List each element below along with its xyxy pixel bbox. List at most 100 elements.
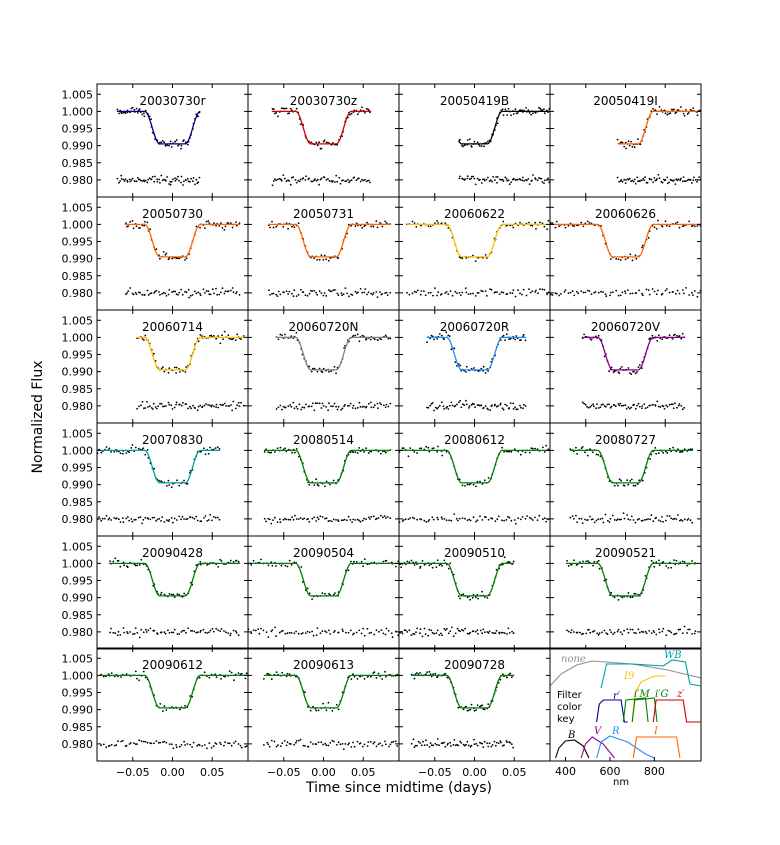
residual-point: [470, 175, 473, 178]
residual-point: [509, 402, 512, 404]
data-point: [299, 123, 302, 126]
residual-point: [575, 514, 577, 517]
data-point: [461, 484, 464, 487]
data-point: [595, 453, 598, 456]
data-point: [484, 254, 487, 256]
data-point: [462, 593, 465, 596]
residual-point: [401, 632, 404, 635]
residual-point: [477, 292, 480, 294]
data-point: [293, 226, 296, 229]
data-point: [566, 560, 568, 562]
residual-point: [466, 519, 469, 522]
residual-point: [581, 401, 584, 404]
data-point: [534, 221, 537, 224]
residual-point: [636, 404, 638, 407]
filter-key-frame: [549, 647, 702, 762]
residual-point: [98, 516, 100, 518]
residual-point: [194, 183, 196, 186]
data-point: [352, 673, 354, 676]
residual-point: [286, 741, 289, 744]
residual-point: [349, 402, 352, 405]
data-point: [184, 371, 187, 373]
data-point: [335, 372, 337, 375]
residual-point: [534, 178, 537, 181]
panel-title: 20050419B: [440, 94, 509, 108]
residual-point: [209, 513, 212, 516]
residual-point: [160, 174, 163, 177]
residual-point: [312, 634, 315, 637]
residual-point: [130, 179, 133, 181]
data-point: [653, 226, 656, 229]
data-point: [384, 670, 386, 673]
y-tick-label: 0.980: [62, 174, 94, 187]
residual-point: [232, 400, 235, 403]
data-point: [501, 673, 504, 676]
residual-point: [213, 405, 215, 408]
y-tick-label: 1.000: [62, 331, 94, 344]
data-point: [636, 483, 639, 485]
data-point: [437, 445, 439, 448]
residual-point: [531, 519, 534, 521]
data-point: [406, 560, 409, 563]
residual-point: [402, 519, 405, 521]
residual-point: [657, 519, 660, 522]
data-point: [162, 366, 164, 368]
residual-point: [486, 742, 488, 745]
residual-point: [328, 289, 330, 291]
data-point: [627, 483, 630, 486]
residual-point: [225, 405, 228, 407]
residual-point: [571, 515, 574, 517]
residual-point: [310, 290, 312, 292]
data-point: [125, 222, 127, 225]
residual-point: [297, 739, 300, 742]
data-point: [567, 565, 570, 567]
residual-point: [201, 405, 204, 408]
data-point: [504, 339, 506, 341]
residual-point: [199, 292, 201, 295]
residual-point: [415, 291, 418, 294]
residual-point: [353, 176, 356, 179]
data-point: [164, 144, 167, 147]
residual-point: [621, 633, 624, 636]
residual-point: [196, 409, 199, 412]
data-point: [536, 448, 539, 451]
data-point: [183, 139, 185, 142]
data-point: [139, 227, 141, 229]
data-point: [616, 138, 619, 141]
residual-point: [447, 632, 450, 635]
residual-point: [389, 517, 392, 520]
residual-point: [138, 739, 141, 742]
residual-point: [208, 631, 210, 634]
residual-point: [652, 403, 654, 406]
data-point: [650, 453, 653, 456]
residual-point: [270, 739, 273, 742]
data-point: [677, 109, 680, 111]
data-point: [630, 478, 633, 481]
data-point: [325, 258, 328, 261]
residual-point: [593, 291, 596, 294]
data-point: [666, 452, 669, 454]
residual-point: [352, 741, 354, 744]
data-point: [465, 365, 468, 368]
residual-point: [361, 291, 364, 294]
residual-point: [621, 180, 624, 183]
data-point: [524, 339, 527, 342]
residual-point: [500, 291, 503, 294]
residual-point: [507, 515, 509, 518]
residual-point: [167, 293, 170, 296]
residual-point: [580, 290, 583, 292]
model-curve: [271, 110, 372, 145]
residual-point: [644, 407, 647, 410]
model-curve: [116, 110, 201, 145]
data-point: [458, 363, 460, 365]
data-point: [587, 560, 589, 562]
data-point: [280, 107, 283, 110]
residual-point: [517, 517, 520, 520]
residual-point: [199, 404, 202, 407]
residual-point: [316, 627, 319, 629]
residual-point: [331, 739, 334, 742]
residual-point: [101, 517, 104, 520]
data-point: [444, 672, 447, 675]
residual-point: [325, 517, 328, 520]
data-point: [692, 107, 695, 109]
